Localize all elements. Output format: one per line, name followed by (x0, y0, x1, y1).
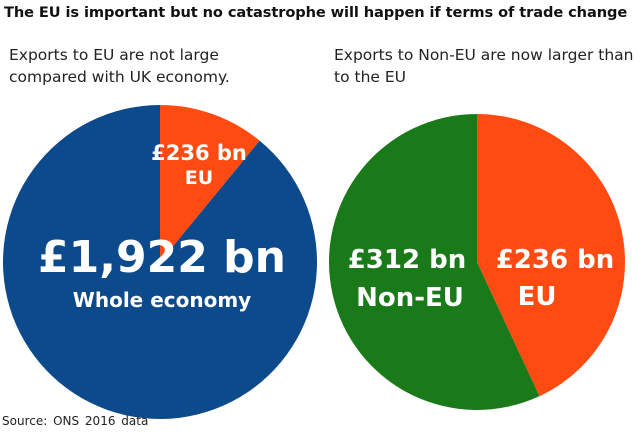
eu-value-label: £236 bn (151, 141, 247, 165)
right-eu-value-label: £236 bn (496, 245, 615, 275)
pie-slice-eu (477, 114, 625, 397)
left-pie-subtitle: Exports to EU are not large compared wit… (9, 46, 230, 86)
pie-slice-whole-economy (3, 105, 318, 419)
pie-slice-eu (160, 105, 260, 262)
right-pie: £236 bn EU £312 bn Non-EU (328, 114, 625, 410)
whole-economy-name-label: Whole economy (73, 288, 251, 312)
chart-title: The EU is important but no catastrophe w… (4, 4, 628, 21)
source-note: Source: ONS 2016 data (2, 414, 149, 428)
right-eu-name-label: EU (518, 282, 557, 312)
non-eu-value-label: £312 bn (348, 245, 467, 275)
non-eu-name-label: Non-EU (356, 283, 464, 313)
whole-economy-value-label: £1,922 bn (38, 232, 286, 283)
eu-name-label: EU (185, 167, 213, 189)
left-pie: £236 bn EU £1,922 bn Whole economy (3, 105, 318, 419)
right-pie-subtitle: Exports to Non-EU are now larger than to… (334, 46, 634, 86)
pie-slice-non-eu (328, 114, 540, 410)
